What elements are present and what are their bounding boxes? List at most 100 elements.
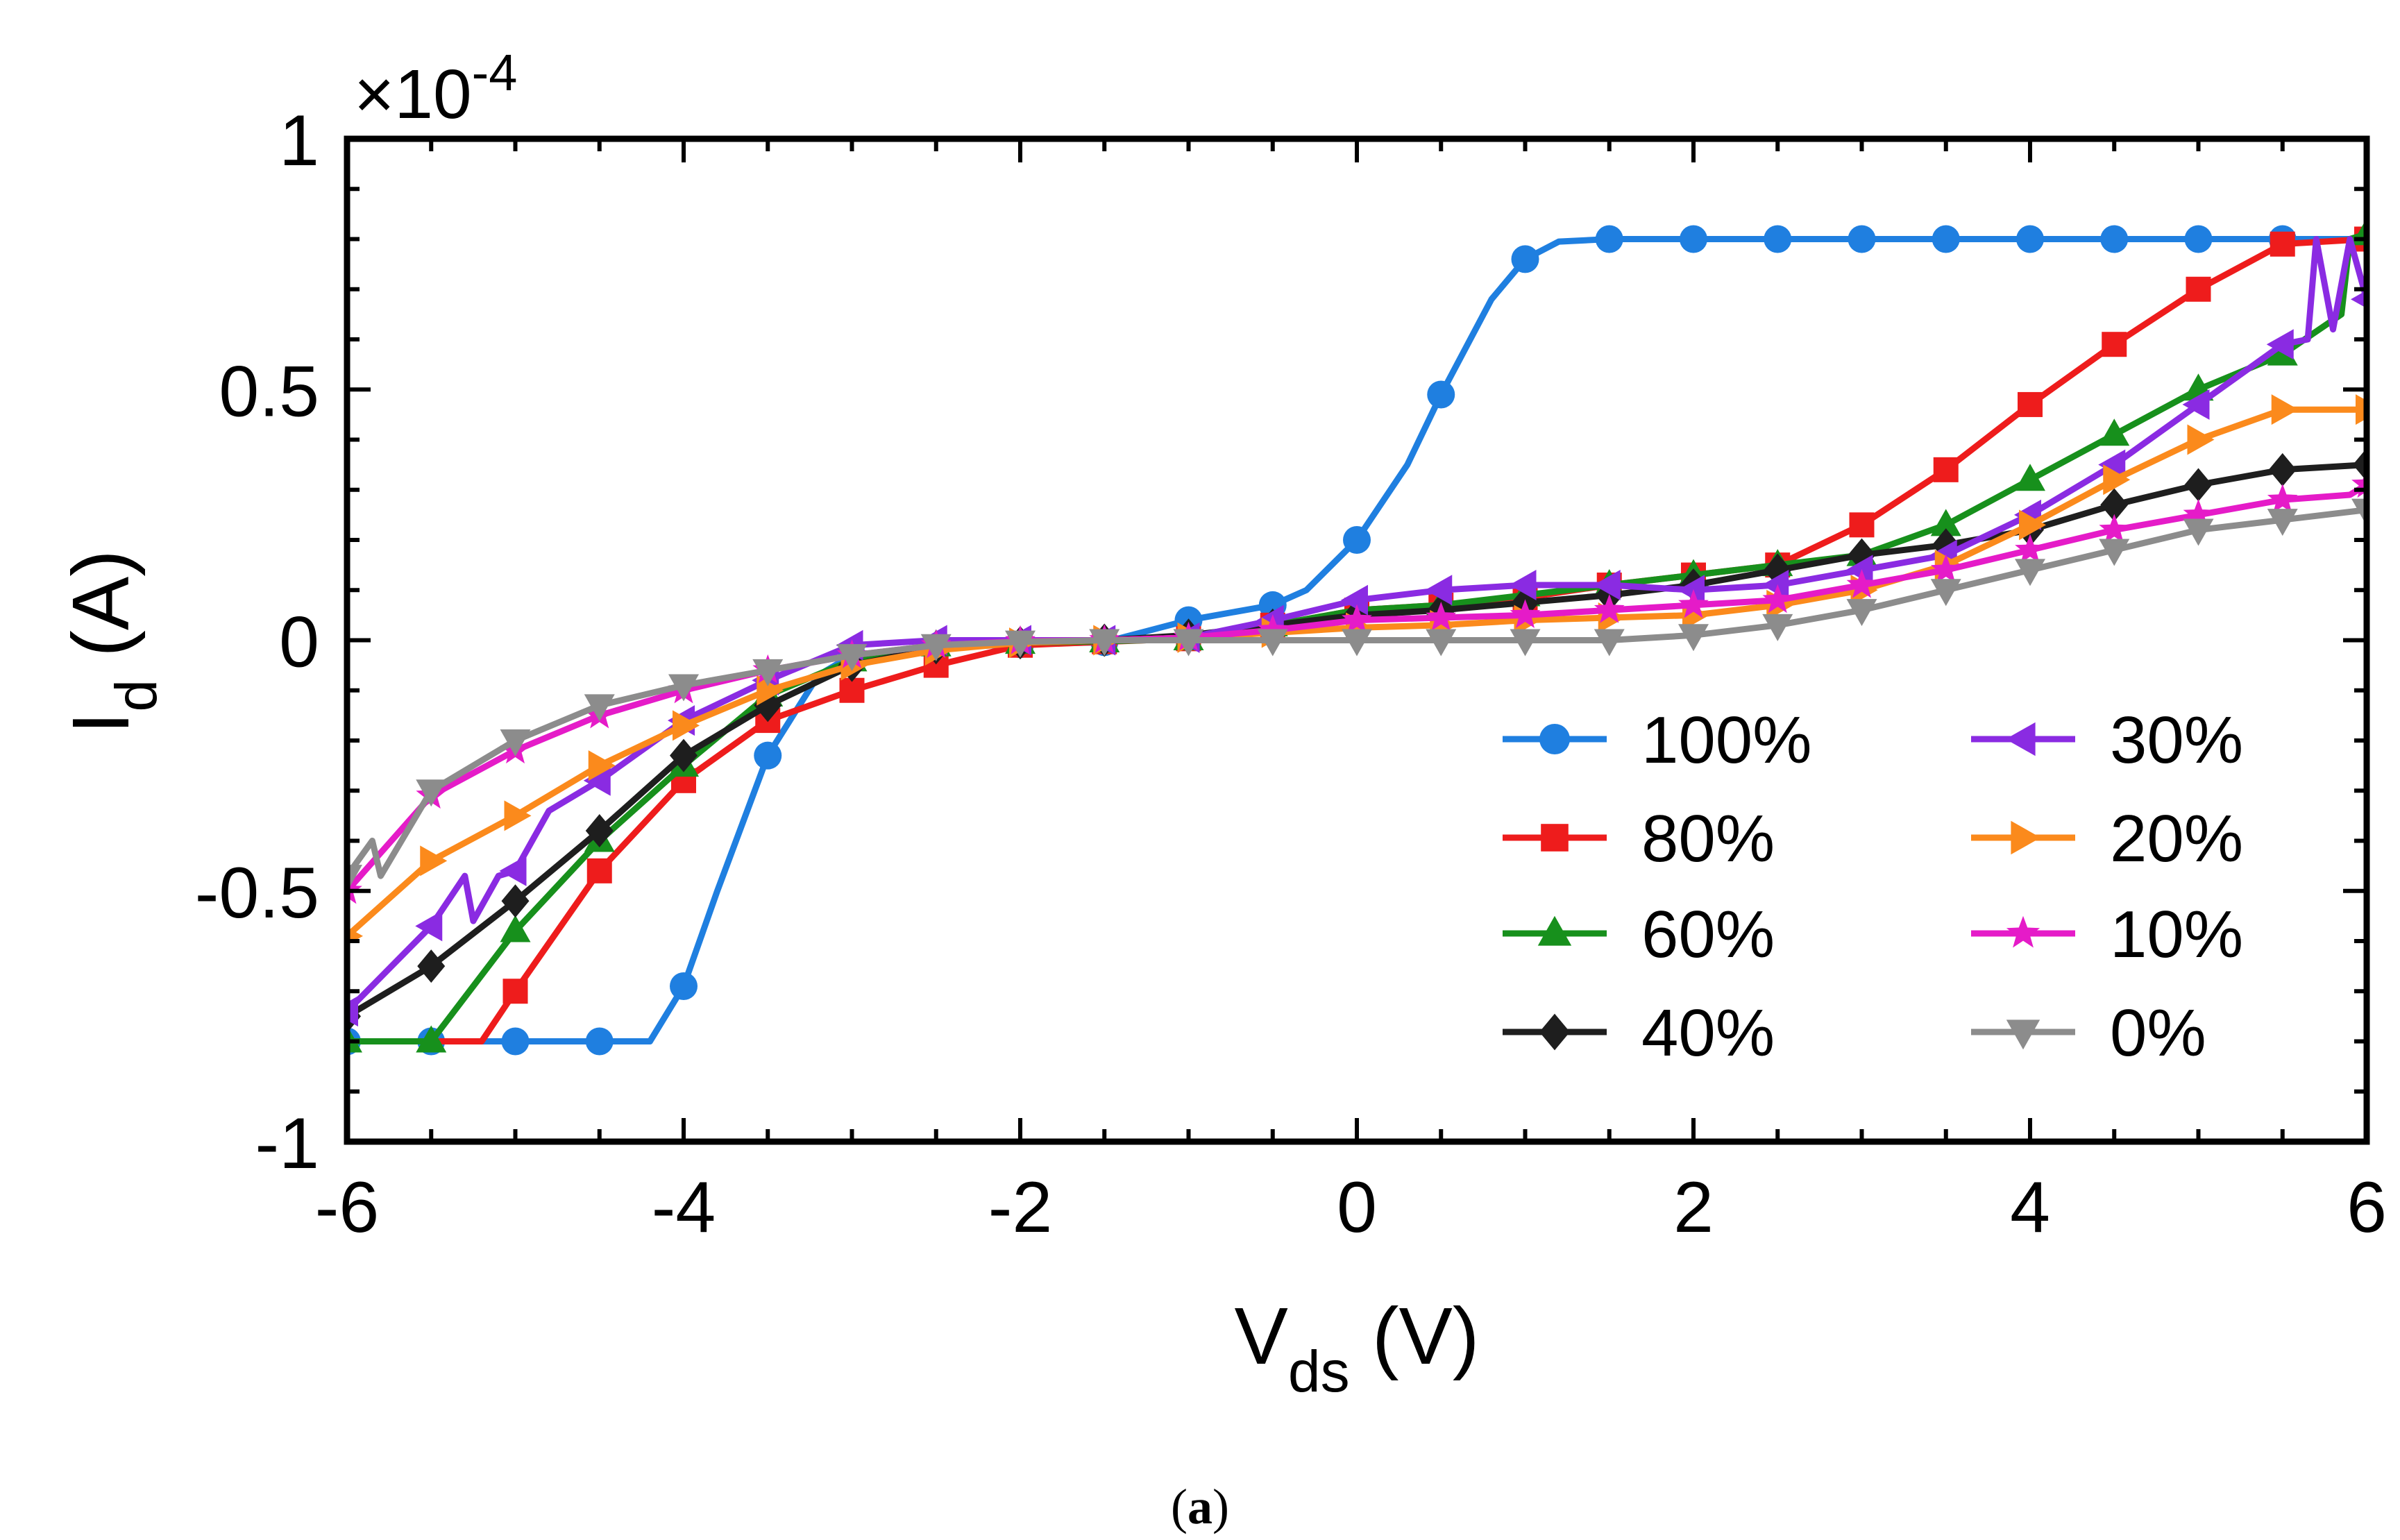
data-point <box>754 741 782 770</box>
legend-label: 100% <box>1641 703 1812 777</box>
figure-caption-letter: a <box>1188 1479 1212 1534</box>
legend-label: 20% <box>2110 802 2243 876</box>
data-point <box>1846 569 1877 598</box>
data-point <box>1427 380 1455 409</box>
figure-caption-close: ) <box>1212 1479 1229 1534</box>
data-point <box>2099 418 2130 446</box>
series-100pct <box>347 225 2367 1056</box>
data-point <box>1509 570 1537 601</box>
x-axis-title-sub: ds <box>1288 1339 1350 1404</box>
series-line <box>347 482 2367 895</box>
legend-item-40pct: 40% <box>1503 996 1775 1070</box>
y-tick-label: 1 <box>279 101 319 181</box>
data-point <box>1257 614 1288 643</box>
y-axis-title: Id (A) <box>56 550 169 734</box>
series-0pct <box>347 498 2367 892</box>
x-tick-label: -2 <box>988 1167 1052 1248</box>
x-axis-title: Vds (V) <box>1235 1291 1480 1404</box>
y-tick-label: -0.5 <box>195 853 319 933</box>
data-point <box>1425 575 1453 606</box>
data-point <box>1257 629 1288 657</box>
data-point <box>1764 225 1792 253</box>
data-point <box>2184 225 2213 253</box>
data-point <box>416 1025 447 1053</box>
series-layer <box>347 218 2367 1056</box>
data-point <box>504 800 532 831</box>
y-tick-label: -1 <box>255 1103 319 1184</box>
data-point <box>1933 457 1959 482</box>
x-tick-label: -4 <box>652 1167 716 1248</box>
data-point <box>2098 449 2126 480</box>
y-axis-title-main: I <box>56 712 146 734</box>
figure-caption: (a) <box>1171 1479 1229 1534</box>
data-point <box>2018 391 2043 417</box>
data-point <box>502 979 528 1004</box>
data-point <box>836 644 868 672</box>
data-point <box>1594 629 1625 657</box>
data-point <box>500 729 531 756</box>
data-point <box>2102 332 2127 357</box>
data-point <box>2183 518 2214 546</box>
data-point <box>2099 539 2130 566</box>
data-point <box>1930 579 1961 607</box>
x-tick-label: 6 <box>2347 1167 2387 1248</box>
data-point <box>585 1027 614 1056</box>
y-tick-label: 0.5 <box>219 351 319 432</box>
data-point <box>500 915 531 942</box>
data-point <box>757 675 784 706</box>
data-point <box>347 1025 362 1053</box>
data-point <box>584 694 615 722</box>
legend-item-20pct: 20% <box>1971 802 2243 876</box>
x-tick-label: 0 <box>1337 1167 1377 1248</box>
data-point <box>668 674 699 702</box>
data-point <box>752 659 784 686</box>
data-point <box>1594 594 1625 623</box>
data-point <box>1761 570 1789 601</box>
data-point <box>1678 575 1705 606</box>
data-point <box>2183 498 2214 528</box>
data-point <box>1426 602 1457 631</box>
legend-swatch-marker <box>2006 915 2040 948</box>
y-multiplier-label: ×10-4 <box>354 44 517 133</box>
y-tick-label: 0 <box>279 602 319 683</box>
data-point <box>501 884 530 918</box>
data-point <box>2267 509 2298 536</box>
data-point <box>2187 424 2215 455</box>
data-point <box>2270 231 2295 257</box>
data-point <box>1005 630 1036 658</box>
data-point <box>1510 629 1541 657</box>
data-point <box>2351 498 2367 526</box>
data-point <box>2351 290 2367 309</box>
data-point <box>839 677 865 703</box>
legend-label: 30% <box>2110 703 2243 777</box>
x-tick-label: 4 <box>2010 1167 2050 1248</box>
legend-item-10pct: 10% <box>1971 897 2243 972</box>
legend-item-100pct: 100% <box>1503 703 1812 777</box>
data-point <box>1930 509 1961 536</box>
y-multiplier-prefix: ×10 <box>354 56 472 133</box>
legend-swatch-marker <box>1541 824 1569 852</box>
data-point <box>2186 276 2211 302</box>
legend-label: 0% <box>2110 996 2206 1070</box>
data-point <box>2016 225 2044 253</box>
data-point <box>1762 614 1793 641</box>
data-point <box>1762 584 1793 614</box>
legend-label: 40% <box>1641 996 1775 1070</box>
data-point <box>586 858 612 883</box>
data-point <box>1511 245 1539 273</box>
data-point <box>416 779 447 807</box>
data-point <box>2103 464 2131 496</box>
data-point <box>1426 629 1457 657</box>
data-point <box>1930 554 1961 583</box>
legend-swatch-marker <box>2005 722 2036 756</box>
data-point <box>670 972 698 1001</box>
data-point <box>1343 526 1371 554</box>
data-point <box>2099 514 2130 543</box>
data-point <box>499 855 527 886</box>
data-point <box>1341 584 1368 616</box>
data-point <box>1678 589 1709 618</box>
data-point <box>1342 604 1372 634</box>
data-point <box>670 738 698 772</box>
data-point <box>1510 599 1541 628</box>
